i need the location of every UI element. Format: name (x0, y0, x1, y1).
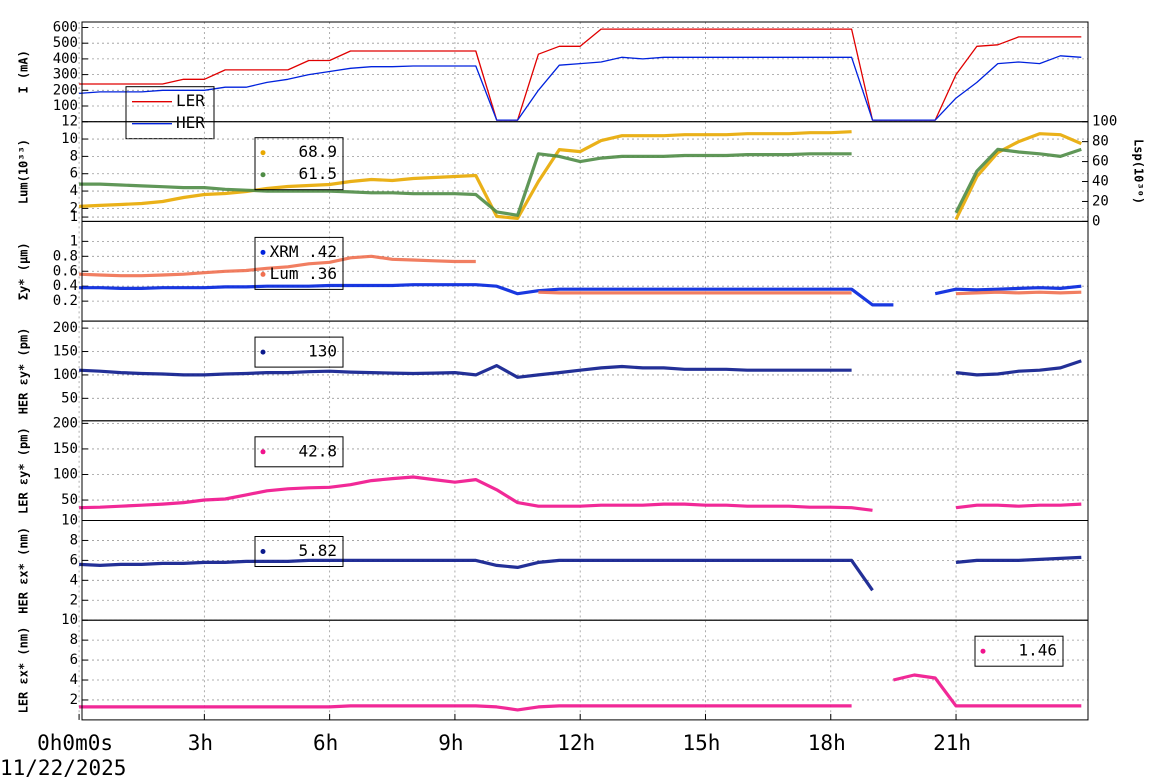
y-tick-label: 400 (53, 51, 78, 67)
y-tick-label: 100 (53, 98, 78, 114)
y-tick-label: 500 (53, 35, 78, 51)
panel-frame (81, 520, 1089, 621)
y-axis-label: I (mA) (17, 50, 31, 93)
series-line (79, 147, 1082, 217)
legend-label: 61.5 (298, 164, 337, 183)
series-line (79, 130, 1082, 221)
y-tick-label: 2 (70, 200, 78, 216)
y-tick-label: 8 (70, 532, 78, 548)
y-tick-label: 150 (53, 344, 78, 360)
y-tick-label: 8 (70, 148, 78, 164)
legend-marker (260, 249, 266, 255)
legend-label: 5.82 (298, 541, 337, 560)
y-tick-label: 2 (70, 592, 78, 608)
x-tick-label: 3h (188, 731, 213, 755)
y-tick-label: 1 (70, 233, 78, 249)
legend-box (254, 336, 344, 368)
series-line (79, 475, 1082, 512)
legend-marker (260, 449, 266, 455)
series-line (79, 55, 1082, 121)
x-tick-label: 12h (557, 731, 595, 755)
legend-label: 68.9 (298, 142, 337, 161)
date-label: 11/22/2025 (0, 756, 126, 780)
legend-box (254, 536, 344, 567)
legend-marker (260, 349, 266, 355)
y-tick-label: 50 (61, 492, 78, 508)
y-tick-label: 10 (61, 513, 78, 529)
y-tick-label: 0.6 (53, 263, 78, 279)
y-axis-label: LER εy* (pm) (17, 427, 31, 514)
y-axis-label: HER εy* (pm) (17, 328, 31, 415)
y-tick-label: 0.8 (53, 248, 78, 264)
y2-tick-label: 20 (1092, 193, 1109, 209)
legend-box (254, 436, 344, 468)
legend-marker (260, 172, 266, 178)
panel-frame (81, 121, 1089, 222)
legend-label: 130 (308, 342, 337, 361)
y-axis-label: Lum(10³³) (17, 139, 31, 204)
y2-tick-label: 100 (1092, 114, 1117, 130)
x-tick-label: 9h (438, 731, 463, 755)
legend-marker (980, 648, 986, 654)
panel-frame (81, 21, 1089, 123)
legend-label: 1.46 (1018, 641, 1057, 660)
y-tick-label: 2 (70, 692, 78, 708)
x-tick-label: 18h (808, 731, 846, 755)
series-line (79, 673, 1082, 712)
legend-label: Lum .36 (270, 264, 337, 283)
y-tick-label: 100 (53, 367, 78, 383)
y2-tick-label: 40 (1092, 174, 1109, 190)
y2-axis-label: Lsp(10³⁰) (1132, 139, 1146, 204)
y-tick-label: 200 (53, 415, 78, 431)
y-tick-label: 6 (70, 166, 78, 182)
y-tick-label: 10 (61, 131, 78, 147)
legend-label: XRM .42 (270, 242, 337, 261)
series-line (79, 283, 1082, 307)
legend-marker (260, 271, 266, 277)
legend-box (254, 137, 344, 191)
y-axis-label: HER εx* (nm) (17, 527, 31, 614)
y-tick-label: 200 (53, 82, 78, 98)
legend-marker (260, 549, 266, 554)
y-tick-label: 8 (70, 632, 78, 648)
y-tick-label: 12 (61, 114, 78, 130)
y-tick-label: 1 (70, 209, 78, 225)
y2-tick-label: 0 (1092, 213, 1100, 229)
y-tick-label: 100 (53, 466, 78, 482)
legend-box (254, 236, 344, 290)
x-tick-label: 21h (933, 731, 971, 755)
y-tick-label: 0.2 (53, 293, 78, 309)
y-tick-label: 4 (70, 572, 78, 588)
y-tick-label: 50 (61, 390, 78, 406)
y-tick-label: 6 (70, 652, 78, 668)
panel-frame (81, 619, 1089, 721)
y-tick-label: 0.4 (53, 278, 78, 294)
y-tick-label: 200 (53, 320, 78, 336)
series-line (79, 254, 1082, 296)
x-tick-label: 0h0m0s (37, 731, 113, 755)
legend-box (125, 86, 215, 140)
y-axis-label: LER εx* (nm) (17, 627, 31, 714)
x-tick-label: 6h (313, 731, 338, 755)
legend-label: 42.8 (298, 441, 337, 460)
y-tick-label: 4 (70, 672, 78, 688)
legend-label: HER (176, 113, 205, 132)
y2-tick-label: 80 (1092, 134, 1109, 150)
series-line (79, 555, 1082, 592)
y2-tick-label: 60 (1092, 154, 1109, 170)
y-tick-label: 300 (53, 67, 78, 83)
y-tick-label: 6 (70, 552, 78, 568)
y-tick-label: 150 (53, 441, 78, 457)
x-tick-label: 15h (683, 731, 721, 755)
series-line (79, 359, 1082, 379)
y-axis-label: Σy* (μm) (17, 242, 31, 300)
y-tick-label: 600 (53, 19, 78, 35)
legend-box (974, 635, 1064, 667)
legend-label: LER (176, 91, 205, 110)
y-tick-label: 4 (70, 183, 78, 199)
legend-marker (260, 150, 266, 156)
y-tick-label: 10 (61, 612, 78, 628)
